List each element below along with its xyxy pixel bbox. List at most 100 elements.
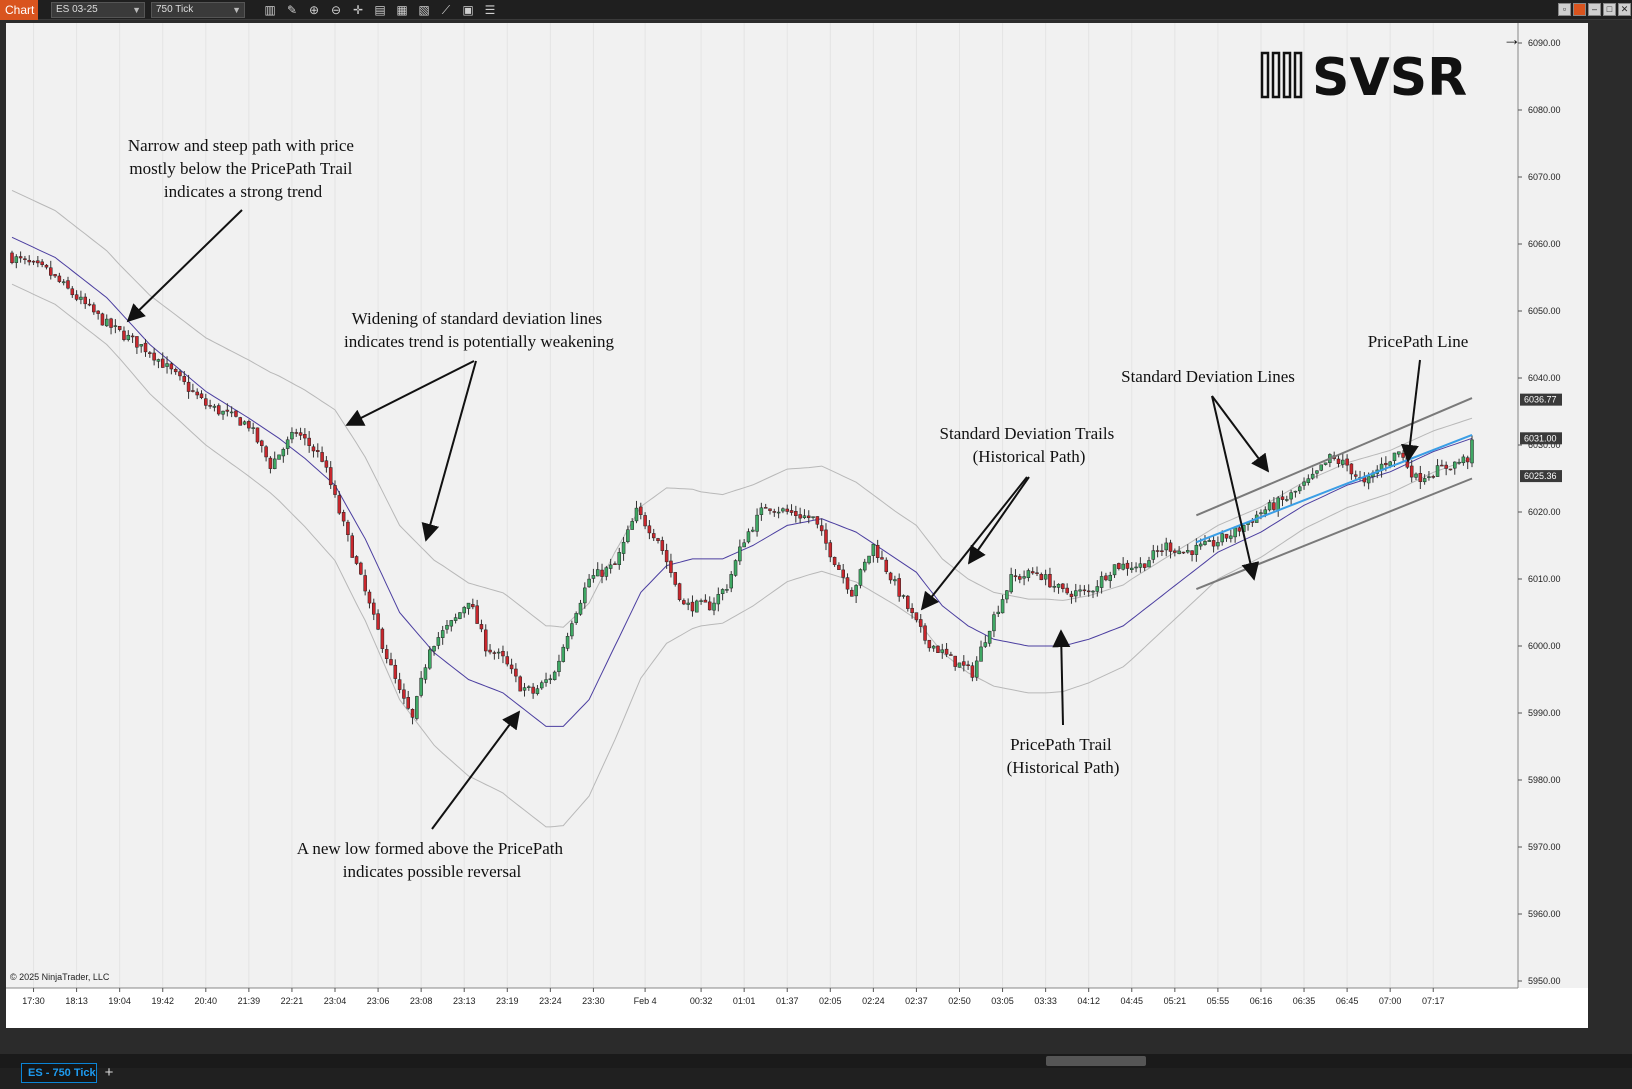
scrollbar-thumb[interactable] (1046, 1056, 1146, 1066)
price-chart[interactable]: SVSR → © 2025 NinjaTrader, LLC Narrow an… (6, 23, 1588, 1028)
indicators-icon[interactable]: ▧ (418, 3, 430, 17)
candle-body (1108, 574, 1112, 581)
interval-value: 750 Tick (156, 4, 194, 15)
candle (1142, 563, 1147, 572)
instrument-selector[interactable]: ES 03-25 ▼ (51, 2, 145, 18)
candle-body (677, 583, 682, 600)
candle (376, 609, 380, 631)
candle-body (798, 514, 802, 519)
candle-body (83, 296, 87, 305)
candle-body (1224, 533, 1229, 539)
minimize-icon[interactable]: – (1588, 3, 1601, 16)
candle (927, 639, 932, 652)
candle (626, 525, 630, 544)
horizontal-scrollbar[interactable] (0, 1054, 1632, 1068)
zoom-in-icon[interactable]: ⊕ (308, 3, 320, 17)
candle-body (104, 318, 109, 327)
candle (875, 539, 880, 563)
candle-body (815, 516, 820, 525)
candle (539, 680, 544, 690)
draw-tool-icon[interactable]: ✎ (286, 3, 298, 17)
candle (1091, 590, 1095, 599)
candle (1211, 534, 1216, 553)
arrow-right-icon[interactable]: → (1503, 29, 1521, 49)
candle-body (389, 659, 393, 666)
candle-body (514, 668, 518, 677)
properties-icon[interactable]: ▣ (462, 3, 474, 17)
interval-selector[interactable]: 750 Tick ▼ (151, 2, 245, 18)
candle (931, 644, 936, 652)
candle (1310, 467, 1315, 480)
candle-body (1035, 572, 1039, 574)
bars-type-icon[interactable]: ▥ (264, 3, 276, 17)
close-icon[interactable]: ✕ (1618, 3, 1631, 16)
window-restore-icon[interactable]: ▫ (1558, 3, 1571, 16)
candle (1345, 454, 1349, 472)
time-tick-label: 23:13 (453, 996, 476, 1006)
candle-body (897, 578, 901, 597)
candle (1336, 454, 1341, 468)
chart-tab[interactable]: Chart (0, 0, 38, 20)
candle-body (703, 599, 708, 603)
candle-body (763, 507, 768, 509)
candle-body (1297, 486, 1302, 492)
candle-body (1130, 567, 1134, 570)
candle-body (927, 639, 932, 649)
menu-icon[interactable]: ☰ (484, 3, 496, 17)
crosshair-icon[interactable]: ✛ (352, 3, 364, 17)
candle (1203, 535, 1207, 546)
time-tick-label: 23:30 (582, 996, 605, 1006)
candle (449, 619, 454, 632)
candle (298, 427, 303, 441)
candle-body (1427, 476, 1431, 478)
candle (333, 480, 337, 498)
candle-body (117, 325, 122, 330)
candle (402, 683, 406, 705)
candle (699, 598, 703, 605)
candle (574, 611, 578, 625)
candle (436, 632, 441, 650)
window-link-icon[interactable] (1573, 3, 1586, 16)
candle (186, 374, 191, 399)
price-tick-label: 5980.00 (1528, 775, 1561, 785)
candle-body (539, 682, 544, 689)
candle (725, 584, 729, 593)
candle-body (169, 363, 174, 370)
candle-body (1069, 593, 1074, 598)
maximize-icon[interactable]: □ (1603, 3, 1616, 16)
data-box-icon[interactable]: ▤ (374, 3, 386, 17)
add-tab-button[interactable]: + (104, 1064, 114, 1081)
price-axis[interactable] (1518, 23, 1588, 988)
candle-body (673, 572, 678, 585)
candle (729, 571, 733, 593)
candle (608, 558, 613, 574)
candle-body (1289, 492, 1293, 500)
candle (837, 562, 841, 570)
chart-grid (33, 23, 1434, 988)
candle-body (402, 689, 406, 699)
candle-body (1026, 570, 1031, 578)
candle (419, 671, 423, 698)
candle (1397, 451, 1401, 458)
time-tick-label: 18:13 (65, 996, 88, 1006)
candle-body (350, 535, 354, 558)
candle (1130, 562, 1134, 573)
candle-body (1074, 590, 1078, 597)
chart-trader-icon[interactable]: ▦ (396, 3, 408, 17)
candle (415, 695, 419, 721)
candle (1194, 538, 1199, 562)
candle (445, 619, 449, 634)
candle-body (854, 585, 858, 597)
strategies-icon[interactable]: ⟋ (441, 3, 451, 17)
candle-body (320, 452, 324, 462)
candle-body (910, 607, 914, 613)
candle-body (173, 368, 178, 373)
candle (893, 575, 897, 586)
tab-es-750-tick[interactable]: ES - 750 Tick (21, 1063, 97, 1083)
candle-body (479, 624, 484, 630)
price-markers: 6036.77 6031.00 6025.36 (1520, 393, 1562, 483)
candle-body (802, 515, 807, 519)
time-axis[interactable] (6, 988, 1588, 1028)
zoom-out-icon[interactable]: ⊖ (330, 3, 342, 17)
candle (311, 444, 316, 458)
